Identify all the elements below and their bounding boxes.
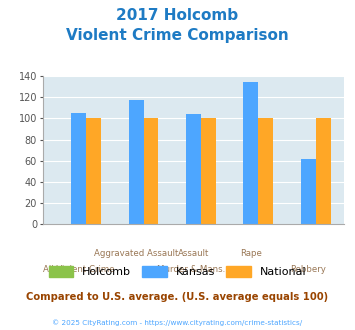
Text: Aggravated Assault: Aggravated Assault [94, 249, 178, 258]
Bar [201, 118, 216, 224]
Text: Compared to U.S. average. (U.S. average equals 100): Compared to U.S. average. (U.S. average … [26, 292, 329, 302]
Text: Rape: Rape [240, 249, 262, 258]
Bar [186, 114, 201, 224]
Text: Violent Crime Comparison: Violent Crime Comparison [66, 28, 289, 43]
Bar [86, 118, 101, 224]
Text: All Violent Crime: All Violent Crime [43, 265, 115, 274]
Text: © 2025 CityRating.com - https://www.cityrating.com/crime-statistics/: © 2025 CityRating.com - https://www.city… [53, 319, 302, 326]
Bar [244, 82, 258, 224]
Text: Murder & Mans...: Murder & Mans... [157, 265, 230, 274]
Bar [129, 100, 143, 224]
Bar [71, 113, 86, 224]
Bar [316, 118, 331, 224]
Text: 2017 Holcomb: 2017 Holcomb [116, 8, 239, 23]
Bar [143, 118, 158, 224]
Legend: Holcomb, Kansas, National: Holcomb, Kansas, National [44, 261, 311, 281]
Text: Assault: Assault [178, 249, 209, 258]
Bar [301, 159, 316, 224]
Text: Robbery: Robbery [290, 265, 326, 274]
Bar [258, 118, 273, 224]
